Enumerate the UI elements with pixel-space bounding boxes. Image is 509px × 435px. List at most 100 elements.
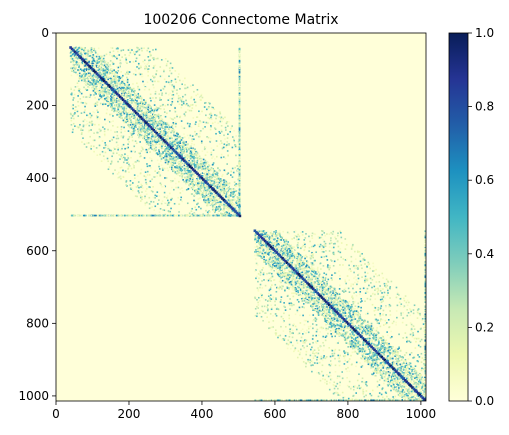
heatmap-cell [80,112,83,114]
heatmap-cell [84,73,86,76]
heatmap-cell [217,167,219,170]
heatmap-cell [154,205,157,208]
heatmap-cell [160,202,163,205]
heatmap-cell [125,79,127,82]
heatmap-cell [72,107,74,110]
heatmap-cell [137,119,139,122]
heatmap-cell [144,134,147,136]
heatmap-cell [95,76,97,78]
heatmap-cell [238,168,241,171]
heatmap-cell [237,199,239,202]
heatmap-cell [83,65,86,67]
heatmap-cell [83,48,85,50]
heatmap-cell [156,120,158,123]
heatmap-cell [196,152,199,154]
heatmap-cell [155,121,158,124]
heatmap-cell [104,90,106,93]
heatmap-cell [128,163,130,166]
heatmap-cell [230,203,232,205]
heatmap-cell [95,87,97,90]
heatmap-cell [179,153,182,156]
heatmap-cell [234,200,237,202]
heatmap-cell [152,115,155,118]
heatmap-cell [164,161,167,164]
heatmap-cell [200,214,202,217]
heatmap-cell [79,47,82,50]
heatmap-cell [119,103,122,106]
heatmap-cell [91,83,94,85]
heatmap-cell [236,197,239,200]
heatmap-cell [130,188,132,190]
heatmap-cell [219,134,221,137]
heatmap-cell [162,126,165,128]
heatmap-cell [87,70,89,72]
heatmap-cell [127,115,130,117]
heatmap-cell [210,199,212,202]
heatmap-cell [149,55,151,58]
heatmap-cell [167,81,170,84]
heatmap-cell [84,88,87,91]
heatmap-cell [227,154,229,157]
heatmap-cell [168,166,171,169]
heatmap-cell [99,71,102,74]
heatmap-cell [197,125,200,127]
heatmap-cell [236,204,239,207]
heatmap-cell [148,65,150,67]
heatmap-cell [84,105,86,108]
heatmap-cell [140,113,142,116]
heatmap-cell [82,73,85,75]
heatmap-cell [116,173,119,175]
heatmap-cell [189,155,191,158]
heatmap-cell [228,188,231,190]
heatmap-cell [185,153,188,156]
heatmap-cell [194,101,196,104]
heatmap-cell [223,183,225,186]
heatmap-cell [118,54,121,56]
heatmap-cell [206,189,208,192]
heatmap-cell [199,132,201,135]
heatmap-cell [132,163,134,166]
heatmap-cell [159,182,162,185]
heatmap-cell [173,130,175,133]
heatmap-cell [210,191,212,194]
heatmap-cell [150,99,152,102]
heatmap-cell [116,72,119,74]
heatmap-cell [160,115,163,118]
heatmap-cell [89,76,92,78]
heatmap-cell [151,190,154,193]
heatmap-cell [138,88,141,91]
heatmap-cell [78,66,80,69]
heatmap-cell [166,146,169,149]
heatmap-cell [183,136,186,139]
heatmap-cell [101,60,103,62]
heatmap-cell [140,119,143,121]
heatmap-cell [144,122,146,125]
heatmap-cell [177,76,179,78]
heatmap-cell [238,73,241,75]
heatmap-cell [73,214,75,217]
heatmap-cell [238,148,241,150]
heatmap-cell [133,91,136,93]
heatmap-cell [163,69,165,72]
heatmap-cell [224,190,227,193]
heatmap-cell [160,150,163,153]
heatmap-cell [147,62,150,64]
heatmap-cell [166,122,168,124]
heatmap-cell [132,112,135,115]
heatmap-cell [74,47,76,49]
heatmap-cell [190,97,192,100]
heatmap-cell [114,73,116,76]
heatmap-cell [209,137,212,140]
heatmap-cell [121,56,123,58]
heatmap-cell [137,105,139,108]
heatmap-cell [181,100,183,103]
heatmap-cell [102,98,105,101]
heatmap-cell [122,87,124,90]
heatmap-cell [116,87,119,90]
heatmap-cell [199,135,201,138]
heatmap-cell [145,67,148,70]
heatmap-cell [90,49,93,52]
heatmap-cell [188,152,191,155]
heatmap-cell [182,173,184,175]
heatmap-cell [222,214,224,217]
